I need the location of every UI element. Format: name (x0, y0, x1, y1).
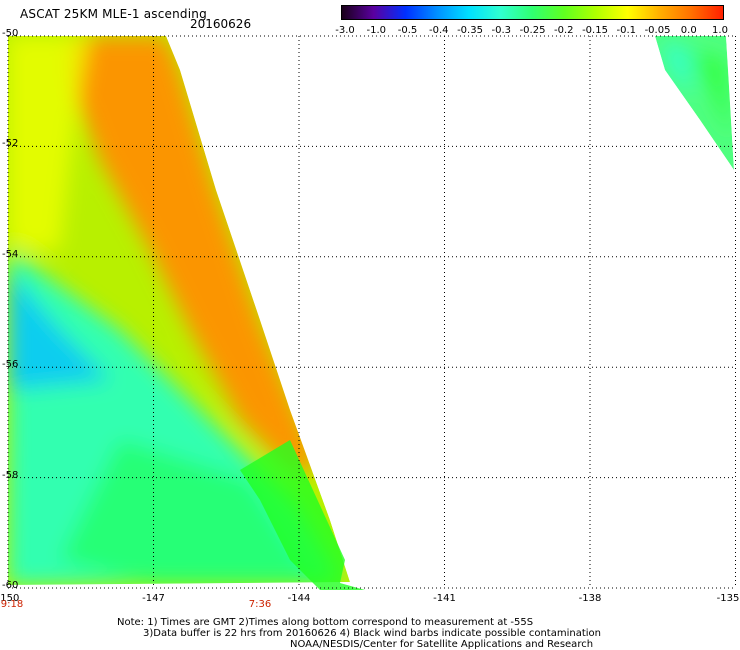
lat-label: -60 (2, 580, 19, 591)
colorbar-label: -0.05 (644, 25, 671, 36)
colorbar-label: -0.4 (428, 25, 449, 36)
lat-label: -50 (2, 28, 19, 39)
swath-left (8, 36, 365, 590)
lat-label: -58 (2, 469, 19, 481)
time-label: 9:18 (0, 599, 24, 610)
colorbar-label: 0.0 (680, 25, 697, 36)
note-line-1: Note: 1) Times are GMT 2)Times along bot… (117, 617, 534, 628)
colorbar-label: -0.1 (616, 25, 637, 36)
colorbar-label: -0.35 (457, 25, 483, 36)
colorbar-label: -3.0 (335, 25, 355, 36)
map-grid (8, 36, 736, 589)
colorbar-label: -0.25 (519, 25, 546, 36)
colorbar (341, 5, 724, 20)
lon-label: -150 (0, 593, 20, 604)
lon-label: -138 (578, 593, 602, 604)
swath-right (655, 36, 734, 170)
colorbar-label: -0.5 (397, 25, 418, 36)
map-frame (7, 35, 736, 588)
colorbar-label: -0.15 (582, 25, 608, 36)
note-line-3: NOAA/NESDIS/Center for Satellite Applica… (290, 639, 594, 650)
lat-label: -56 (2, 359, 19, 371)
colorbar-label: -0.3 (491, 25, 512, 36)
time-label: 7:36 (248, 599, 272, 610)
lon-label: -141 (433, 593, 456, 604)
lat-label: -54 (2, 248, 19, 260)
chart-date: 20160626 (190, 17, 252, 31)
colorbar-label: -1.0 (366, 25, 387, 36)
lon-label: -147 (142, 593, 165, 604)
note-line-2: 3)Data buffer is 22 hrs from 20160626 4)… (143, 628, 601, 639)
lon-label: -144 (287, 593, 311, 604)
lon-label: -135 (716, 593, 740, 604)
colorbar-label: -0.2 (553, 25, 574, 36)
lat-label: -52 (2, 138, 19, 150)
chart-title: ASCAT 25KM MLE-1 ascending (20, 7, 207, 21)
colorbar-label: 1.0 (712, 25, 728, 36)
